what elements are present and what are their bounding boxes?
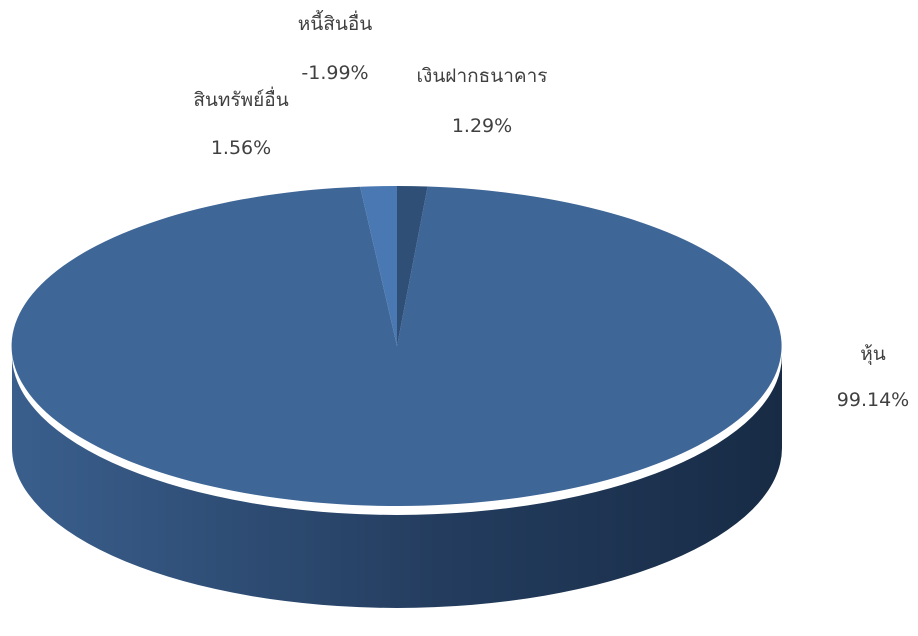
label-other-assets-name: สินทรัพย์อื่น [193,86,288,111]
label-bank-deposits-name: เงินฝากธนาคาร [417,65,548,87]
label-bank-deposits-value: 1.29% [452,115,512,137]
pie-side-wall [12,355,782,608]
label-other-liabilities-name: หนี้สินอื่น [298,10,373,35]
slice-other-assets [360,185,397,346]
label-stocks-name: หุ้น [860,343,886,366]
slice-bank-deposits [397,185,428,346]
label-other-liabilities-value: -1.99% [301,62,368,84]
label-other-assets-value: 1.56% [211,137,271,159]
slice-stocks [11,186,782,506]
label-stocks-value: 99.14% [837,389,909,411]
